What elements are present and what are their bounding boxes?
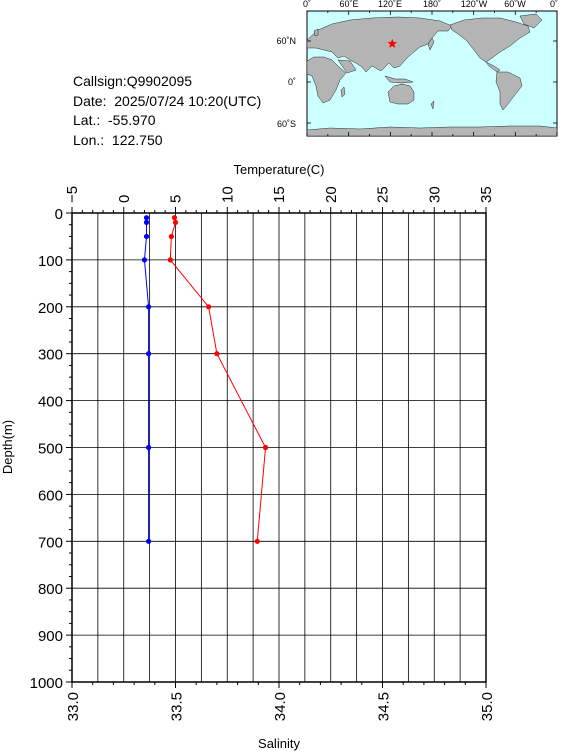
y-tick-label: 1000 (30, 675, 63, 692)
station-marker-star-icon (387, 38, 397, 48)
salinity-point (143, 215, 150, 221)
land-indonesia (384, 75, 414, 84)
top-tick-label: 20 (323, 186, 340, 203)
top-axis-title: Temperature(C) (233, 162, 324, 177)
temperature-point (172, 219, 179, 225)
y-tick-label: 200 (38, 300, 63, 317)
longitude-text: Lon.: 122.750 (73, 131, 163, 148)
land-japan (427, 37, 435, 51)
temperature-point (167, 257, 173, 263)
top-tick-label: 30 (426, 186, 443, 203)
land-greenland (519, 13, 543, 29)
map-label-top: 0˚ (550, 0, 558, 9)
latitude-text: Lat.: -55.970 (73, 112, 156, 128)
y-axis-title: Depth(m) (0, 420, 15, 474)
temperature-point (171, 215, 178, 221)
bottom-tick-label: 33.0 (65, 692, 82, 721)
temperature-point (254, 538, 260, 544)
y-tick-label: 500 (38, 441, 63, 458)
top-tick-label: −5 (64, 186, 81, 203)
land-australia (387, 83, 415, 105)
map-label-top: 60˚E (339, 0, 358, 9)
map-graticule (306, 11, 558, 136)
map-label-top: 120˚E (378, 0, 402, 9)
callsign-text: Callsign:Q9902095 (73, 73, 193, 89)
land-africa (306, 56, 347, 104)
y-tick-label: 800 (38, 581, 63, 598)
y-tick-label: 400 (38, 394, 63, 411)
salinity-point (145, 538, 152, 544)
map-label-top: 180˚ (423, 0, 441, 9)
top-tick-label: 5 (168, 195, 185, 203)
salinity-point (143, 233, 150, 240)
land-new-zealand (430, 100, 435, 110)
top-tick-label: 25 (375, 186, 392, 203)
temperature-point (206, 304, 212, 310)
temperature-point (262, 444, 269, 451)
map-land (306, 13, 558, 137)
map-label-top: 60˚W (504, 0, 526, 9)
land-europe-asia (306, 16, 453, 73)
land-madagascar (340, 86, 346, 98)
bottom-tick-label: 33.5 (169, 692, 186, 721)
y-tick-label: 700 (38, 534, 63, 551)
station-info: Callsign:Q9902095 Date: 2025/07/24 10:20… (73, 72, 261, 150)
land-south-america (495, 71, 523, 111)
date-text: Date: 2025/07/24 10:20(UTC) (73, 92, 262, 109)
bottom-tick-label: 35.0 (479, 692, 496, 721)
station-star-icon (387, 38, 397, 48)
map-label-left: 60˚N (276, 36, 296, 46)
y-tick-label: 300 (38, 347, 63, 364)
land-north-america (449, 17, 531, 63)
map-label-left: 60˚S (277, 119, 296, 129)
temperature-line (169, 217, 267, 542)
salinity-point (145, 351, 152, 357)
bottom-axis-title: Salinity (258, 736, 300, 751)
top-tick-label: 0 (116, 195, 133, 203)
top-tick-label: 35 (478, 186, 495, 203)
land-arabia (337, 59, 357, 74)
bottom-tick-label: 34.0 (272, 692, 289, 721)
salinity-point (145, 304, 152, 310)
y-tick-label: 900 (38, 628, 63, 645)
plot-frame (71, 212, 487, 683)
chart-series (141, 215, 269, 544)
chart-grid (71, 212, 487, 683)
temperature-point (168, 233, 174, 240)
y-tick-label: 0 (55, 206, 63, 223)
map-label-top: 120˚W (461, 0, 488, 9)
y-tick-label: 100 (38, 253, 63, 270)
map-label-left: 0˚ (288, 77, 296, 87)
salinity-line (143, 217, 150, 542)
salinity-point (141, 257, 148, 263)
land-uk (313, 28, 319, 37)
bottom-tick-label: 34.5 (376, 692, 393, 721)
y-tick-label: 600 (38, 487, 63, 504)
map-label-top: 0˚ (303, 0, 311, 9)
salinity-point (143, 219, 150, 225)
salinity-point (145, 444, 152, 451)
top-tick-label: 15 (271, 186, 288, 203)
land-central-america (485, 61, 501, 73)
temperature-point (214, 351, 220, 357)
top-tick-label: 10 (219, 186, 236, 203)
